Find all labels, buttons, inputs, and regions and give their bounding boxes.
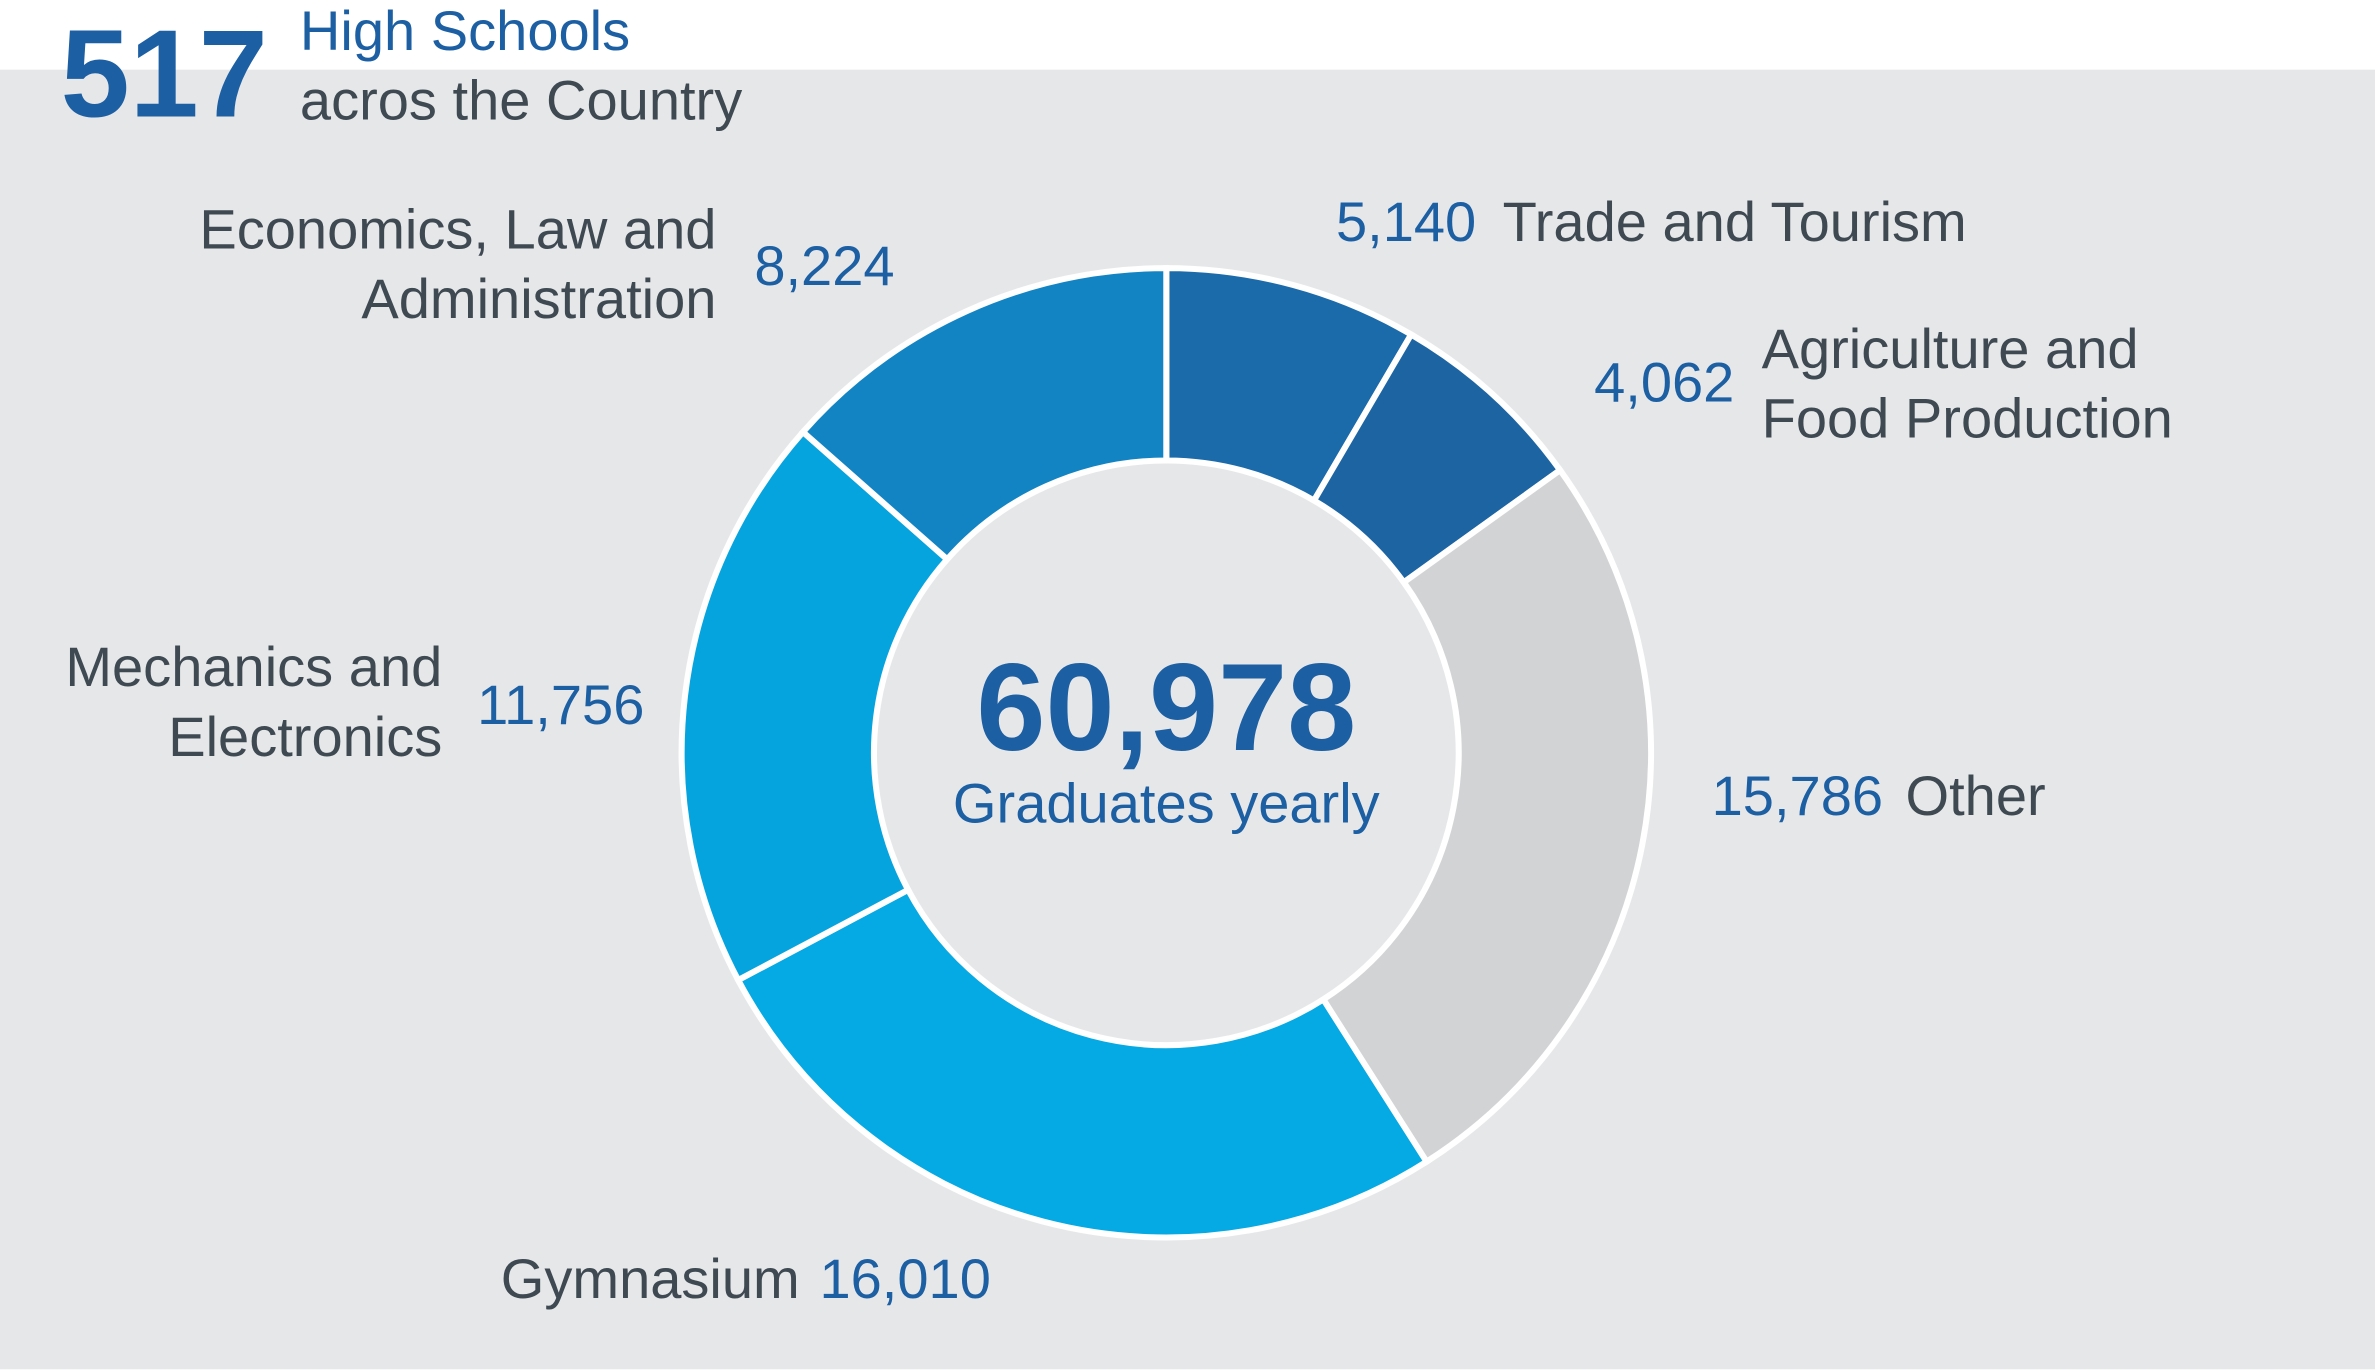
value-label: 15,786 [1711, 764, 1884, 828]
donut-slice [734, 885, 1431, 1241]
school-count: 517 [60, 6, 268, 144]
value-label: 8,224 [754, 234, 895, 297]
category-label: Trade and Tourism [1502, 190, 1967, 253]
value-label: 5,140 [1335, 190, 1477, 253]
value-label: 11,756 [477, 674, 645, 737]
donut-slice [798, 265, 1170, 564]
center-total: 60,978 [976, 639, 1357, 778]
center-text: Graduates yearly [952, 772, 1380, 835]
category-label: Gymnasium [500, 1248, 800, 1311]
category-label: Agriculture and Food Production [1761, 318, 2173, 450]
donut-slice [1319, 465, 1654, 1166]
header-line2: acros the Country [299, 69, 743, 132]
donut-slice [678, 427, 952, 985]
value-label: 16,010 [819, 1248, 991, 1311]
category-label: Other [1905, 764, 2046, 828]
category-label: Mechanics and Electronics [65, 636, 443, 768]
header-line1: High Schools [299, 0, 631, 63]
category-label: Economics, Law and Administration [199, 198, 717, 331]
value-label: 4,062 [1594, 351, 1735, 414]
